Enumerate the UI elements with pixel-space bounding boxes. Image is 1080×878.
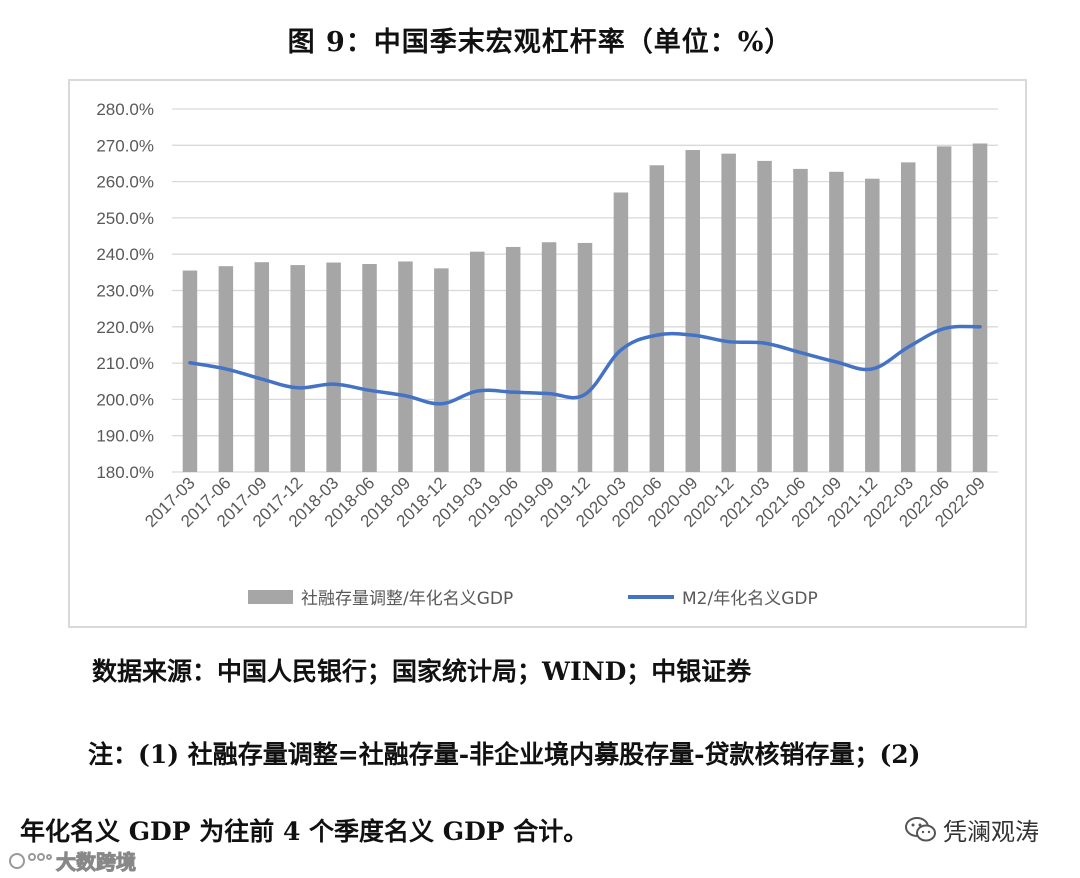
legend-swatch-bar — [248, 590, 293, 604]
bar — [326, 262, 341, 472]
bar — [900, 162, 916, 472]
bar — [829, 171, 844, 472]
y-tick-label: 200.0% — [96, 390, 154, 409]
bar — [434, 268, 449, 472]
y-tick-label: 190.0% — [96, 427, 154, 446]
bar — [613, 192, 629, 472]
bar — [721, 153, 736, 473]
bar — [972, 143, 988, 473]
note-line-1: 注：(1) 社融存量调整=社融存量-非企业境内募股存量-贷款核销存量；(2) — [88, 740, 921, 769]
y-tick-label: 280.0% — [96, 100, 154, 119]
y-tick-label: 230.0% — [96, 282, 154, 301]
y-tick-label: 250.0% — [96, 209, 154, 228]
brand-logo-icon — [9, 852, 52, 869]
bar — [936, 146, 952, 472]
watermark-right: 凭澜观涛 — [905, 812, 1039, 847]
chart-svg: 180.0% 190.0% 200.0% 210.0% 220.0% 230.0% 240.… — [96, 100, 998, 609]
legend-label-bar: 社融存量调整/年化名义GDP — [301, 589, 513, 609]
x-axis-ticks: 2017-032017-062017-092017-122018-032018-… — [141, 473, 989, 531]
bar — [470, 251, 485, 472]
chart-title: 图 9：中国季末宏观杠杆率（单位：%） — [287, 27, 793, 58]
bar — [685, 150, 700, 473]
line-series — [188, 324, 982, 406]
bar — [649, 165, 665, 472]
bar-series — [182, 143, 988, 473]
y-axis-ticks: 180.0% 190.0% 200.0% 210.0% 220.0% 230.0% 240.… — [96, 100, 154, 482]
bar — [290, 265, 305, 472]
y-tick-label: 240.0% — [96, 245, 154, 264]
bar — [577, 242, 593, 472]
bar — [541, 242, 557, 472]
bar — [793, 168, 808, 472]
watermark-left-text: 大数跨境 — [56, 850, 137, 875]
bar — [865, 178, 880, 473]
wechat-icon — [905, 816, 936, 841]
bar — [757, 160, 772, 472]
y-tick-label: 210.0% — [96, 354, 154, 373]
legend: 社融存量调整/年化名义GDP M2/年化名义GDP — [248, 589, 818, 609]
y-tick-label: 260.0% — [96, 173, 154, 192]
chart-frame: 180.0% 190.0% 200.0% 210.0% 220.0% 230.0% 240.… — [68, 79, 1027, 628]
watermark-right-text: 凭澜观涛 — [943, 818, 1039, 846]
bar — [254, 262, 270, 472]
y-tick-label: 220.0% — [96, 318, 154, 337]
bar — [362, 264, 377, 472]
y-tick-label: 180.0% — [96, 463, 154, 482]
bar — [398, 261, 413, 472]
legend-label-line: M2/年化名义GDP — [682, 589, 818, 609]
y-tick-label: 270.0% — [96, 136, 154, 155]
note-line-2: 年化名义 GDP 为往前 4 个季度名义 GDP 合计。 — [20, 817, 589, 846]
bar — [505, 246, 521, 472]
bar — [182, 270, 198, 472]
watermark-left: 大数跨境 — [8, 846, 137, 875]
source-text: 数据来源：中国人民银行；国家统计局；WIND；中银证券 — [92, 657, 752, 686]
